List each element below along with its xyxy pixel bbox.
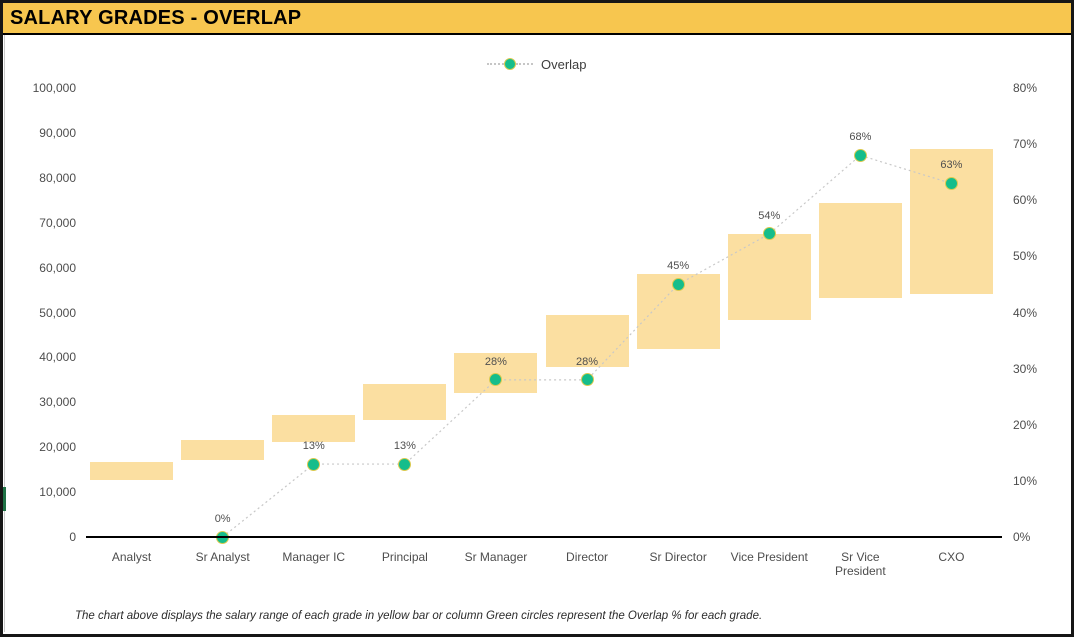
overlap-point: [307, 457, 321, 471]
overlap-point: [853, 148, 867, 162]
overlap-value-label: 28%: [576, 355, 599, 368]
x-axis-category-label: Sr Director: [649, 550, 707, 564]
right-axis-tick-label: 0%: [1013, 530, 1031, 544]
overlap-value-label: 28%: [484, 355, 507, 368]
overlap-point: [671, 277, 685, 291]
x-axis-category-label: Manager IC: [282, 550, 346, 564]
x-axis-category-label: Director: [566, 550, 609, 564]
page-title: SALARY GRADES - OVERLAP: [3, 3, 1071, 35]
overlap-value-label: 13%: [393, 440, 416, 453]
left-axis-tick-label: 10,000: [39, 485, 76, 500]
x-axis-category-label: Vice President: [730, 550, 808, 564]
left-axis-tick-label: 40,000: [39, 350, 76, 365]
left-axis-tick-label: 60,000: [39, 260, 76, 275]
right-axis-tick-label: 30%: [1013, 361, 1038, 376]
overlap-point: [489, 373, 503, 387]
sheet-accent-tab: [3, 487, 6, 511]
right-axis-tick-label: 50%: [1013, 249, 1038, 264]
x-axis-category-label: Sr Vice President: [834, 550, 886, 578]
window-edge-divider: [4, 35, 5, 632]
salary-range-bar: [727, 234, 811, 321]
right-axis-tick-label: 10%: [1013, 473, 1038, 488]
salary-range-bar: [818, 203, 902, 299]
right-axis-tick-label: 70%: [1013, 137, 1038, 152]
chart-footnote: The chart above displays the salary rang…: [75, 610, 763, 622]
left-axis-tick-label: 80,000: [39, 170, 76, 185]
overlap-point: [944, 176, 958, 190]
overlap-value-label: 45%: [667, 260, 690, 273]
legend-label: Overlap: [541, 56, 587, 72]
salary-range-bar: [90, 462, 174, 480]
left-axis-tick-label: 100,000: [32, 81, 76, 95]
left-axis-tick-label: 70,000: [39, 215, 76, 230]
x-axis-category-label: Sr Analyst: [195, 550, 250, 564]
chart-legend: Overlap: [487, 56, 587, 72]
salary-range-bar: [363, 384, 447, 421]
overlap-point: [762, 227, 776, 241]
x-axis-category-label: Sr Manager: [464, 550, 528, 564]
right-axis-tick-label: 60%: [1013, 193, 1038, 208]
overlap-value-label: 54%: [758, 209, 781, 222]
legend-overlap-dot-icon: [504, 58, 516, 70]
x-axis-category-label: Analyst: [111, 550, 152, 564]
x-axis-category-label: Principal: [381, 550, 428, 564]
right-axis-tick-label: 80%: [1013, 81, 1038, 95]
legend-dotted-line-icon: [487, 63, 504, 65]
overlap-value-label: 0%: [214, 513, 231, 525]
left-axis-tick-label: 50,000: [39, 305, 76, 320]
legend-dotted-line-icon: [516, 63, 533, 65]
salary-range-bar: [272, 415, 356, 442]
overlap-connector-line: [222, 154, 952, 538]
salary-range-bar: [181, 440, 265, 461]
salary-overlap-chart: Overlap 0% 13% 13% 28% 28% 45% 54% 68% 63% 0 10,0…: [3, 35, 1071, 604]
right-axis-tick-label: 20%: [1013, 417, 1038, 432]
left-axis-tick-label: 0: [69, 530, 76, 544]
left-axis-tick-label: 90,000: [39, 125, 76, 140]
x-axis-line: [86, 536, 1002, 538]
overlap-value-label: 63%: [940, 159, 963, 172]
right-axis-tick-label: 40%: [1013, 305, 1038, 320]
overlap-value-label: 68%: [849, 131, 872, 144]
left-axis-tick-label: 20,000: [39, 440, 76, 455]
overlap-point: [580, 373, 594, 387]
overlap-point: [398, 457, 412, 471]
x-axis-category-label: CXO: [938, 550, 965, 564]
left-axis-tick-label: 30,000: [39, 395, 76, 410]
overlap-value-label: 13%: [302, 440, 325, 453]
